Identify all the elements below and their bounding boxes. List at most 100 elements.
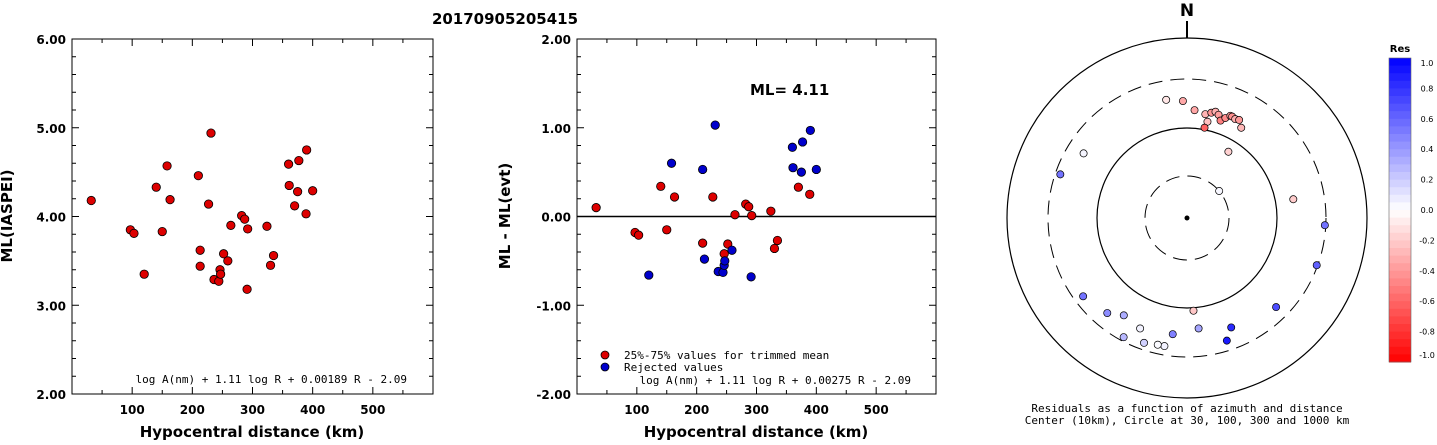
x-axis-label: Hypocentral distance (km) (140, 423, 365, 441)
y-tick-label: 5.00 (36, 122, 66, 136)
trimmed-point (698, 238, 708, 248)
station-marker (1312, 261, 1321, 270)
station-marker (1235, 116, 1244, 124)
colorbar-tick-label: 0.0 (1421, 206, 1434, 215)
legend-marker-rejected (600, 362, 610, 372)
colorbar-cell (1389, 286, 1411, 295)
station-marker (1056, 170, 1065, 179)
data-point (219, 249, 229, 259)
colorbar-cell (1389, 308, 1411, 317)
trimmed-point (656, 181, 666, 191)
colorbar: Res 1.0 0.8 0.6 0.4 0.2 0.0 -0.2 -0.4 -0.6 -0.8 -1… (1388, 44, 1435, 363)
station-marker (1168, 330, 1177, 339)
trimmed-point (708, 192, 718, 202)
data-point (223, 256, 233, 266)
trimmed-point (634, 230, 644, 240)
data-point (165, 195, 175, 205)
colorbar-tick-label: 0.8 (1421, 84, 1434, 93)
rejected-point (720, 256, 730, 266)
legend-label-rejected: Rejected values (624, 361, 723, 374)
rejected-point (788, 163, 798, 173)
legend-marker-trimmed (600, 350, 610, 360)
x-tick-label: 400 (804, 403, 829, 417)
y-tick-label: 1.00 (541, 122, 571, 136)
station-marker (1136, 324, 1145, 333)
colorbar-cell (1389, 164, 1411, 173)
ring-30km (1144, 175, 1230, 261)
x-axis-label: Hypocentral distance (km) (644, 423, 869, 441)
data-point (203, 199, 214, 209)
station-marker (1222, 336, 1231, 345)
trimmed-point (730, 210, 740, 220)
colorbar-cell (1389, 293, 1411, 302)
station-marker (1162, 95, 1171, 104)
colorbar-cell (1389, 263, 1411, 272)
formula-text: log A(nm) + 1.11 log R + 0.00189 R - 2.0… (135, 373, 407, 386)
x-tick-label: 200 (180, 403, 205, 417)
colorbar-cell (1389, 240, 1411, 249)
colorbar-tick-label: -1.0 (1419, 351, 1435, 360)
colorbar-cell (1389, 88, 1411, 97)
colorbar-tick-label: 1.0 (1421, 59, 1434, 68)
rejected-point (787, 142, 798, 152)
rejected-point (666, 158, 677, 168)
trimmed-point (766, 206, 776, 216)
trimmed-point (662, 225, 672, 235)
map-caption-2: Center (10km), Circle at 30, 100, 300 an… (1025, 414, 1350, 427)
station-marker (1140, 338, 1148, 347)
rejected-point (710, 120, 720, 130)
figure-title: 20170905205415 (432, 10, 578, 28)
formula-text: log A(nm) + 1.11 log R + 0.00275 R - 2.0… (639, 374, 911, 387)
colorbar-cell (1389, 278, 1411, 287)
colorbar-cell (1389, 65, 1411, 74)
station-marker (1224, 147, 1233, 156)
station-marker (1194, 324, 1203, 333)
station-marker (1160, 342, 1169, 351)
colorbar-tick-label: 0.2 (1421, 176, 1434, 185)
colorbar-cell (1389, 172, 1411, 181)
colorbar-cell (1389, 134, 1411, 143)
data-point (283, 159, 294, 169)
colorbar-cell (1389, 149, 1411, 158)
colorbar-cell (1389, 324, 1411, 333)
x-tick-label: 100 (120, 403, 145, 417)
y-axis-label: ML - ML(evt) (496, 163, 514, 269)
trimmed-point (805, 189, 815, 199)
trimmed-point (793, 182, 803, 192)
station-marker (1200, 123, 1209, 132)
trimmed-point (769, 243, 780, 254)
rejected-point (805, 125, 815, 136)
ring-1000km (1006, 37, 1368, 399)
ml-annotation: ML= 4.11 (750, 81, 829, 99)
colorbar-title: Res (1390, 44, 1410, 55)
rejected-point (811, 164, 821, 175)
station-marker (1178, 97, 1187, 105)
trimmed-point (747, 211, 757, 221)
data-point (86, 195, 96, 206)
rejected-point (727, 245, 737, 255)
data-point (265, 260, 276, 270)
colorbar-cell (1389, 58, 1411, 67)
y-tick-label: -2.00 (536, 388, 571, 402)
colorbar-cell (1389, 248, 1411, 257)
rejected-point (796, 167, 806, 177)
station-marker (1272, 303, 1281, 312)
x-tick-label: 300 (744, 403, 769, 417)
data-point (195, 245, 205, 255)
map-caption: Residuals as a function of azimuth and d… (1031, 402, 1342, 415)
colorbar-tick-label: 0.6 (1421, 115, 1434, 124)
colorbar-cell (1389, 156, 1411, 165)
trimmed-point (723, 239, 733, 249)
data-point (268, 250, 279, 261)
colorbar-cell (1389, 194, 1411, 203)
station-marker (1227, 323, 1236, 332)
x-tick-label: 500 (864, 403, 889, 417)
colorbar-cell (1389, 339, 1411, 348)
data-point (293, 187, 303, 197)
x-tick-label: 100 (624, 403, 649, 417)
y-tick-label: 6.00 (36, 33, 66, 47)
data-point (206, 128, 216, 138)
panel-azimuth-map: N Residuals as a function of azimuth and… (1006, 1, 1368, 427)
rejected-point (699, 254, 710, 264)
